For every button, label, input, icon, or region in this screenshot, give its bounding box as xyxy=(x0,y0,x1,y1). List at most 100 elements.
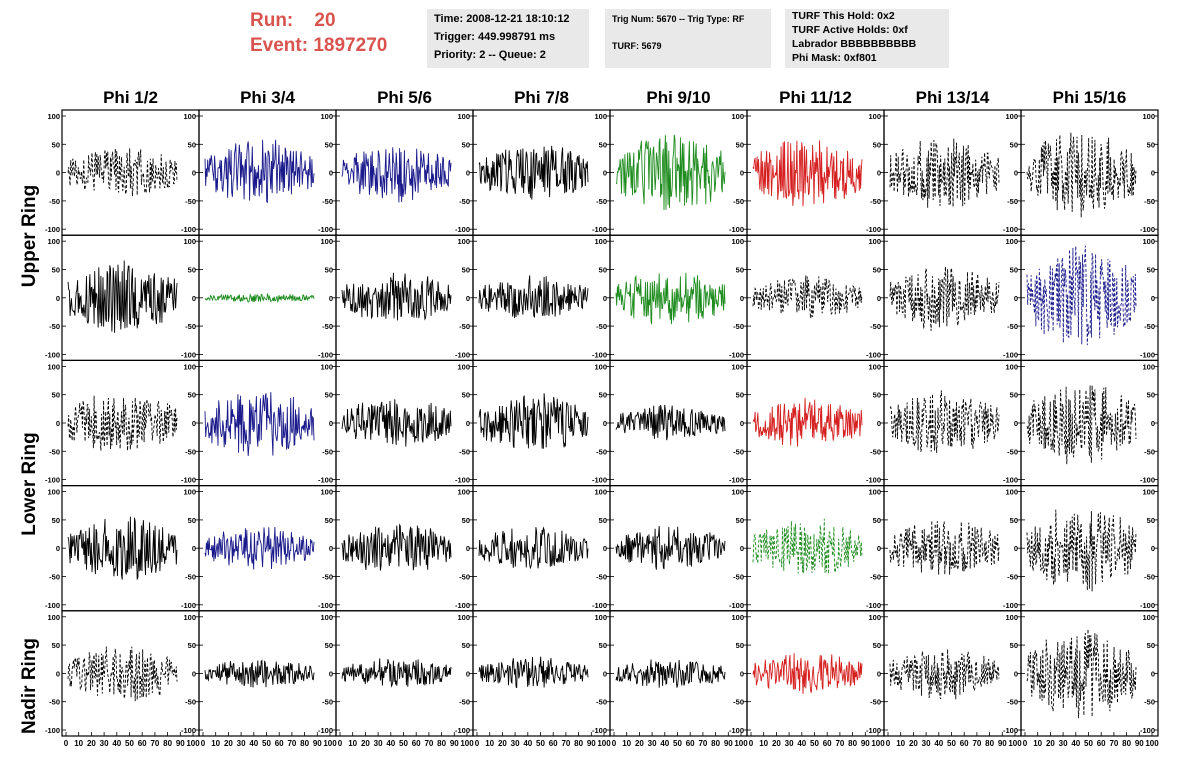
y-tick-label: -100 xyxy=(1003,476,1018,485)
y-tick-label: 100 xyxy=(457,613,470,622)
run-label: Run: xyxy=(250,10,294,31)
x-tick-label: 0 xyxy=(475,739,480,748)
y-tick-label: -50 xyxy=(870,197,881,206)
y-tick-label: 50 xyxy=(736,391,744,400)
y-tick-label: -50 xyxy=(322,698,333,707)
y-tick-label: 50 xyxy=(873,140,881,149)
y-tick-label: 100 xyxy=(1005,237,1018,246)
y-tick-label: 50 xyxy=(52,266,60,275)
phi-header-2: Phi 3/4 xyxy=(240,88,295,107)
y-tick-label: -50 xyxy=(322,447,333,456)
x-tick-label: 80 xyxy=(985,739,994,748)
waveform-trace xyxy=(752,397,863,447)
trig-info-box: Trig Num: 5670 -- Trig Type: RF TURF: 56… xyxy=(605,9,771,68)
x-tick-label: 70 xyxy=(972,739,981,748)
y-tick-label: -50 xyxy=(185,322,196,331)
waveform-trace xyxy=(752,275,863,319)
y-tick-label: -100 xyxy=(181,350,196,359)
y-tick-label: 0 xyxy=(329,669,333,678)
y-tick-label: 0 xyxy=(1151,169,1155,178)
y-tick-label: 100 xyxy=(183,237,196,246)
y-tick-label: -100 xyxy=(45,225,60,234)
y-tick-label: 50 xyxy=(1147,641,1155,650)
y-tick-label: 0 xyxy=(192,294,196,303)
y-tick-label: 0 xyxy=(603,419,607,428)
y-tick-label: 100 xyxy=(183,488,196,497)
y-tick-label: -50 xyxy=(1007,447,1018,456)
turf-info-box: TURF This Hold: 0x2 TURF Active Holds: 0… xyxy=(785,9,949,68)
y-tick-label: -100 xyxy=(45,726,60,735)
y-tick-label: 50 xyxy=(462,140,470,149)
waveform-trace xyxy=(341,272,452,321)
waveform-panel-frame xyxy=(883,485,1022,612)
y-tick-label: -100 xyxy=(866,476,881,485)
waveform-trace xyxy=(204,139,315,203)
x-tick-label: 90 xyxy=(176,739,185,748)
y-tick-label: -50 xyxy=(49,573,60,582)
y-tick-label: -50 xyxy=(459,573,470,582)
y-tick-label: 100 xyxy=(594,112,607,121)
y-tick-label: 0 xyxy=(877,419,881,428)
x-tick-label: 30 xyxy=(237,739,246,748)
y-tick-label: 0 xyxy=(1151,294,1155,303)
y-tick-label: 0 xyxy=(329,169,333,178)
y-tick-label: 0 xyxy=(466,419,470,428)
y-tick-label: -50 xyxy=(1144,447,1155,456)
x-tick-label: 80 xyxy=(574,739,583,748)
x-tick-label: 90 xyxy=(861,739,870,748)
y-tick-label: -100 xyxy=(729,601,744,610)
y-tick-label: 0 xyxy=(1014,294,1018,303)
y-tick-label: 0 xyxy=(740,294,744,303)
y-tick-label: 0 xyxy=(192,419,196,428)
waveform-panel-frame xyxy=(335,234,474,361)
waveform-trace xyxy=(752,653,863,694)
x-tick-label: 40 xyxy=(249,739,258,748)
x-tick-label: 10 xyxy=(74,739,83,748)
waveform-trace xyxy=(752,518,863,574)
y-tick-label: 50 xyxy=(873,641,881,650)
y-tick-label: 50 xyxy=(188,641,196,650)
y-tick-label: 100 xyxy=(1142,613,1155,622)
y-tick-label: 50 xyxy=(873,516,881,525)
y-tick-label: -100 xyxy=(1140,476,1155,485)
x-tick-label: 100 xyxy=(871,739,885,748)
y-tick-label: 100 xyxy=(731,488,744,497)
x-tick-label: 40 xyxy=(1071,739,1080,748)
x-tick-label: 90 xyxy=(450,739,459,748)
y-tick-label: -100 xyxy=(1140,225,1155,234)
y-tick-label: -50 xyxy=(1144,698,1155,707)
y-tick-label: 50 xyxy=(462,266,470,275)
y-tick-label: 50 xyxy=(325,516,333,525)
y-tick-label: 50 xyxy=(1147,266,1155,275)
x-tick-label: 40 xyxy=(797,739,806,748)
y-tick-label: 50 xyxy=(1147,140,1155,149)
y-tick-label: -50 xyxy=(49,322,60,331)
y-tick-label: -50 xyxy=(1144,322,1155,331)
y-tick-label: 0 xyxy=(877,669,881,678)
x-tick-label: 100 xyxy=(460,739,474,748)
y-tick-label: 50 xyxy=(1147,516,1155,525)
phi-header-6: Phi 11/12 xyxy=(779,88,852,107)
phi-header-1: Phi 1/2 xyxy=(103,88,158,107)
y-tick-label: 50 xyxy=(325,266,333,275)
y-tick-label: 0 xyxy=(192,669,196,678)
y-tick-label: 0 xyxy=(1014,169,1018,178)
x-tick-label: 80 xyxy=(1122,739,1131,748)
waveform-trace xyxy=(478,393,589,449)
x-tick-label: 0 xyxy=(886,739,891,748)
y-tick-label: 0 xyxy=(1151,669,1155,678)
y-tick-label: -50 xyxy=(185,447,196,456)
turf-this-hold-text: TURF This Hold: 0x2 xyxy=(792,10,895,22)
y-tick-label: 100 xyxy=(320,237,333,246)
y-tick-label: -50 xyxy=(870,447,881,456)
waveform-trace xyxy=(889,649,1000,700)
x-tick-label: 70 xyxy=(561,739,570,748)
y-tick-label: -50 xyxy=(1144,197,1155,206)
y-tick-label: 0 xyxy=(1014,544,1018,553)
x-tick-label: 20 xyxy=(1046,739,1055,748)
y-tick-label: 0 xyxy=(192,169,196,178)
y-tick-label: -50 xyxy=(49,698,60,707)
x-tick-label: 0 xyxy=(201,739,206,748)
y-tick-label: -100 xyxy=(1003,350,1018,359)
x-tick-label: 50 xyxy=(262,739,271,748)
